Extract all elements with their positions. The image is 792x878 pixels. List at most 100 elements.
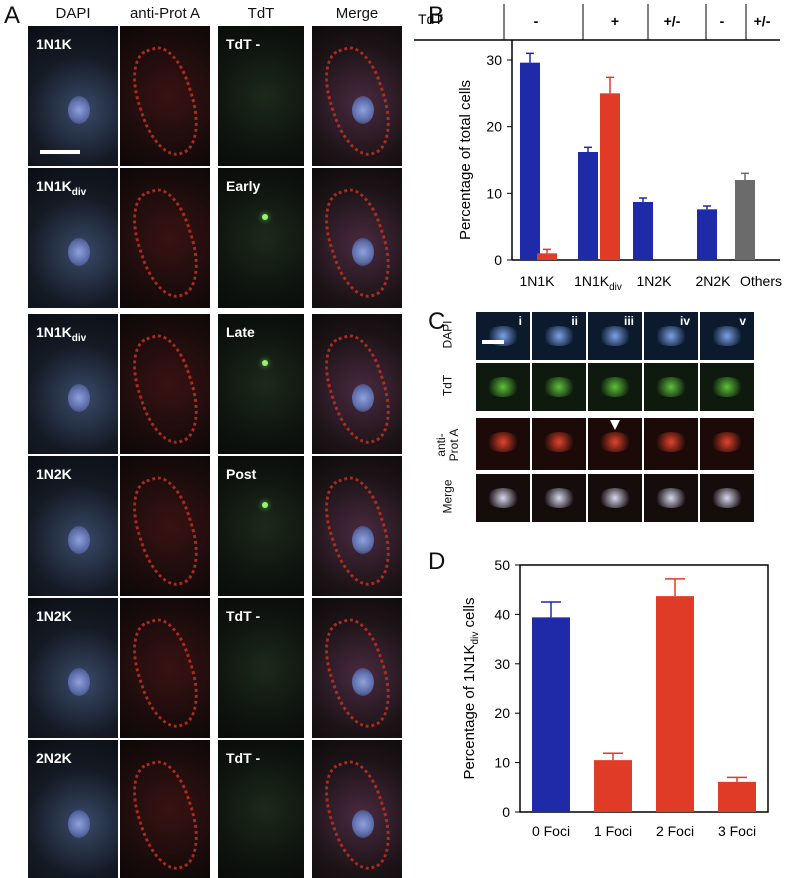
nucleus-blob (352, 384, 374, 412)
tdt-state: + (611, 13, 619, 29)
scale-bar (40, 150, 80, 154)
nucleus-blob (68, 810, 90, 838)
y-tick-label: 20 (486, 119, 502, 135)
chart-b: TdT - + +/- - +/- 0 10 20 30 Percentage of total c… (414, 4, 782, 293)
zoom-column-label: v (739, 314, 746, 328)
cell-outline (122, 40, 210, 163)
zoom-tile: iii (588, 312, 642, 360)
x-tick-label-main: 1N1K (574, 273, 610, 289)
cell-type-main: 1N2K (36, 608, 72, 624)
cell-type-label: 1N1Kdiv (36, 178, 86, 198)
zoom-tile: i (476, 312, 530, 360)
micrograph-tile (120, 314, 210, 454)
bar (718, 781, 756, 812)
zoom-tile (532, 363, 586, 411)
cell-type-label: 1N2K (36, 466, 72, 482)
zoom-tile (532, 474, 586, 522)
zoom-tile: v (700, 312, 754, 360)
x-tick-label-main: 1N1K (519, 273, 555, 289)
cell-type-label: 1N2K (36, 608, 72, 624)
nucleus-blob (68, 96, 90, 124)
y-tick-label: 40 (494, 606, 510, 622)
zoom-tile (644, 363, 698, 411)
cell-outline (122, 182, 210, 305)
zoom-column-label: iv (679, 314, 690, 328)
tdt-state: - (534, 13, 539, 29)
y-axis-label-main: Percentage of 1N1K (461, 644, 478, 779)
cell-type-main: 1N1K (36, 324, 72, 340)
signal-blob (654, 488, 688, 508)
x-tick-label-sub: div (609, 282, 622, 293)
nucleus-blob (68, 238, 90, 266)
signal-blob (710, 488, 744, 508)
signal-blob (542, 326, 576, 346)
chart-d: 0 10 20 30 40 50 Percentage of 1N1Kdiv cells 0 … (461, 557, 769, 839)
cell-outline (122, 612, 210, 735)
tdt-state-label: TdT - (226, 36, 261, 52)
micrograph-tile: TdT - (218, 740, 304, 878)
zoom-column-label: i (518, 314, 522, 328)
zoom-tile (644, 474, 698, 522)
zoom-row-label-line: Merge (440, 479, 455, 514)
zoom-tile (476, 474, 530, 522)
zoom-tile (700, 474, 754, 522)
cell-outline (122, 470, 210, 593)
cell-outline (314, 328, 402, 451)
bar (537, 253, 557, 260)
cell-outline (122, 754, 210, 877)
micrograph-tile: 1N2K (28, 598, 118, 738)
cell-type-label: 1N1Kdiv (36, 324, 86, 344)
micrograph-tile (312, 26, 402, 166)
cell-outline (122, 328, 210, 451)
bar (600, 93, 620, 260)
micrograph-tile: 1N2K (28, 456, 118, 596)
micrograph-tile: 2N2K (28, 740, 118, 878)
zoom-column-label: iii (623, 314, 634, 328)
y-tick-label: 30 (486, 52, 502, 68)
y-axis-label-sub: div (470, 632, 481, 645)
signal-blob (598, 377, 632, 397)
bar (697, 209, 717, 260)
cell-type-main: 1N1K (36, 36, 72, 52)
zoom-row-label: TdT (441, 358, 455, 414)
signal-blob (542, 377, 576, 397)
signal-blob (654, 432, 688, 452)
y-tick-label: 0 (494, 252, 502, 268)
signal-blob (486, 432, 520, 452)
cell-type-label: 1N1K (36, 36, 72, 52)
panel-c-letter: C (428, 308, 446, 335)
arrowhead-icon (610, 420, 620, 430)
col-head-dapi: DAPI (55, 5, 91, 22)
signal-blob (598, 326, 632, 346)
y-tick-label: 0 (502, 804, 510, 820)
x-tick-label: 2N2K (695, 273, 731, 289)
signal-blob (710, 377, 744, 397)
micrograph-tile (120, 598, 210, 738)
tdt-header: TdT (418, 11, 443, 27)
tdt-state-label: TdT - (226, 750, 261, 766)
y-tick-label: 10 (494, 755, 510, 771)
bar (578, 152, 598, 260)
x-tick-label-main: Others (740, 273, 782, 289)
zoom-row-label: anti- Prot A (434, 417, 461, 473)
micrograph-tile (312, 314, 402, 454)
signal-blob (486, 488, 520, 508)
bar (520, 62, 540, 260)
micrograph-tile (120, 740, 210, 878)
tdt-state-label: TdT - (226, 608, 261, 624)
cell-type-main: 1N1K (36, 178, 72, 194)
micrograph-tile (312, 456, 402, 596)
zoom-tile: iv (644, 312, 698, 360)
nucleus-blob (68, 668, 90, 696)
nucleus-blob (68, 526, 90, 554)
zoom-tile (588, 363, 642, 411)
col-head-tdt: TdT (247, 5, 275, 22)
micrograph-tile: 1N1Kdiv (28, 314, 118, 454)
x-tick-label: 1 Foci (594, 823, 632, 839)
panel-b-letter: B (428, 2, 445, 29)
y-axis-label-end: cells (461, 597, 478, 631)
zoom-tile (532, 418, 586, 470)
micrograph-tile (120, 26, 210, 166)
micrograph-tile (312, 740, 402, 878)
zoom-tile (588, 474, 642, 522)
